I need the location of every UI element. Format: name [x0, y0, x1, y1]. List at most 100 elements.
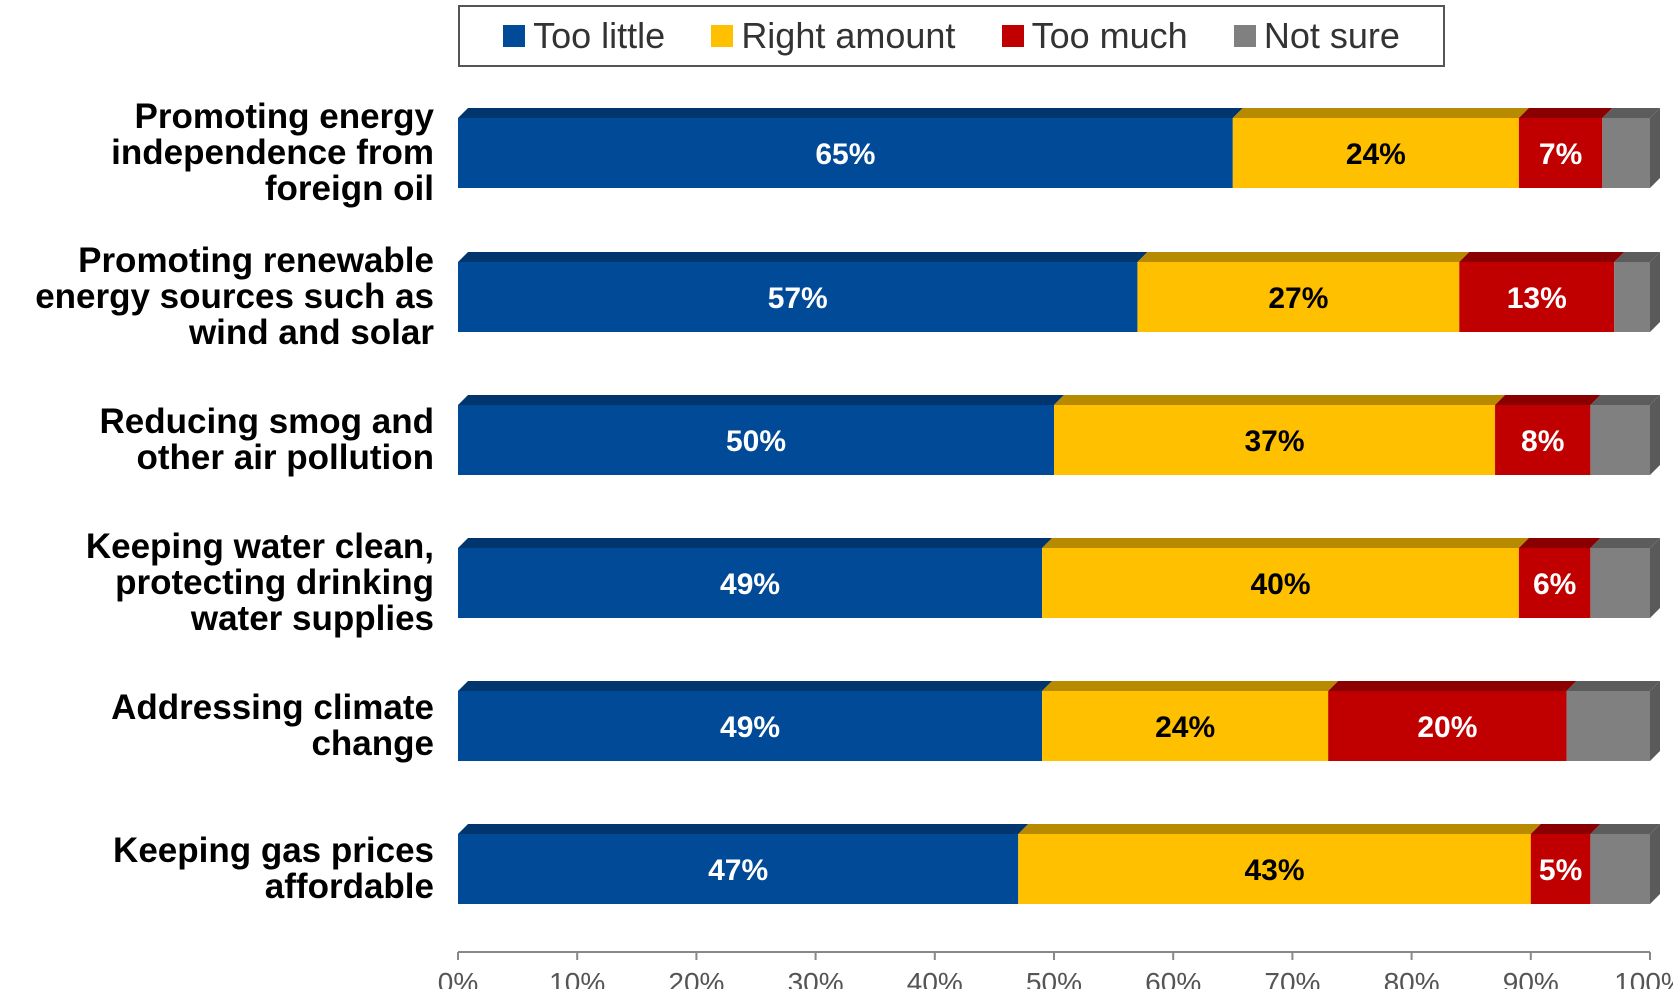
data-label: 24%	[1346, 138, 1406, 171]
data-label: 49%	[720, 568, 780, 601]
bar-side	[1650, 252, 1660, 332]
bar-segment-top	[1328, 681, 1577, 691]
bar-segment-top	[458, 538, 1053, 548]
bar-segment	[458, 691, 1043, 761]
bar-segment	[1590, 548, 1650, 618]
legend-swatch	[711, 25, 734, 47]
bar-segment	[1042, 548, 1519, 618]
bar-segment-top	[1614, 252, 1660, 262]
data-label: 24%	[1155, 711, 1215, 744]
bar-segment	[1518, 118, 1603, 188]
legend-item: Too much	[1001, 15, 1188, 57]
legend: Too little Right amount Too much Not sure	[458, 5, 1445, 67]
data-label: 47%	[708, 854, 768, 887]
bar-segment-top	[458, 681, 1053, 691]
x-tick-label: 50%	[1026, 967, 1082, 989]
bar-segment	[1232, 118, 1519, 188]
data-label: 27%	[1268, 282, 1328, 315]
data-label: 5%	[1539, 854, 1582, 887]
x-tick-label: 80%	[1384, 967, 1440, 989]
bar-segment-top	[1590, 395, 1660, 405]
data-label: 40%	[1250, 568, 1310, 601]
legend-swatch	[1233, 25, 1256, 47]
bar-segment	[1042, 691, 1329, 761]
bar-segment	[458, 262, 1138, 332]
bar-segment	[1530, 834, 1591, 904]
bar-segment	[1495, 405, 1591, 475]
x-tick-label: 90%	[1503, 967, 1559, 989]
bar-side	[1650, 108, 1660, 188]
bar-segment	[1614, 262, 1650, 332]
bar-segment	[1328, 691, 1567, 761]
bar-segment	[458, 405, 1054, 475]
bar-segment	[1566, 691, 1650, 761]
data-label: 6%	[1533, 568, 1576, 601]
legend-label: Too little	[533, 15, 666, 56]
bar-segment-top	[1518, 108, 1613, 118]
legend-swatch	[503, 25, 526, 47]
legend-label: Too much	[1031, 15, 1188, 56]
bar-segment-top	[458, 108, 1243, 118]
data-label: 37%	[1244, 425, 1304, 458]
category-label: Reducing smog and other air pollution	[99, 402, 434, 477]
legend-swatch	[1001, 25, 1024, 47]
bar-segment	[1602, 118, 1650, 188]
bar-segment-top	[1042, 681, 1339, 691]
data-label: 13%	[1507, 282, 1567, 315]
x-tick-label: 60%	[1145, 967, 1201, 989]
category-label: Keeping gas prices affordable	[113, 831, 434, 906]
data-label: 8%	[1521, 425, 1564, 458]
data-label: 7%	[1539, 138, 1582, 171]
bar-segment-top	[1042, 538, 1529, 548]
bar-segment	[458, 548, 1043, 618]
x-tick-label: 20%	[668, 967, 724, 989]
bar-segment	[1054, 405, 1496, 475]
x-tick-label: 40%	[907, 967, 963, 989]
data-label: 50%	[726, 425, 786, 458]
bar-segment	[1518, 548, 1591, 618]
bar-segment	[458, 834, 1019, 904]
x-tick-label: 70%	[1264, 967, 1320, 989]
bar-segment-top	[1590, 538, 1660, 548]
x-tick-label: 10%	[549, 967, 605, 989]
bar-segment	[458, 118, 1233, 188]
bar-segment	[1018, 834, 1531, 904]
x-tick-label: 100%	[1614, 967, 1673, 989]
category-label: Promoting renewable energy sources such …	[35, 241, 434, 352]
bar-segment-top	[1459, 252, 1625, 262]
bar-segment-top	[458, 252, 1148, 262]
bar-side	[1650, 681, 1660, 761]
data-label: 65%	[815, 138, 875, 171]
legend-item: Not sure	[1233, 15, 1400, 57]
category-label: Promoting energy independence from forei…	[111, 97, 434, 208]
data-label: 57%	[768, 282, 828, 315]
bar-segment	[1459, 262, 1615, 332]
legend-label: Right amount	[741, 15, 956, 56]
bar-segment-top	[1018, 824, 1541, 834]
x-tick-label: 0%	[438, 967, 478, 989]
bar-segment-top	[1495, 395, 1601, 405]
bar-segment-top	[1530, 824, 1601, 834]
bar-segment-top	[1137, 252, 1470, 262]
bar-side	[1650, 824, 1660, 904]
bar-segment-top	[1054, 395, 1506, 405]
bar-side	[1650, 538, 1660, 618]
bar-segment-top	[1590, 824, 1660, 834]
data-label: 49%	[720, 711, 780, 744]
bar-segment	[1590, 834, 1650, 904]
bar-segment	[1590, 405, 1650, 475]
data-label: 43%	[1244, 854, 1304, 887]
bar-side	[1650, 395, 1660, 475]
legend-item: Too little	[503, 15, 665, 57]
bar-segment	[1137, 262, 1460, 332]
bar-segment-top	[1232, 108, 1529, 118]
x-tick-label: 30%	[788, 967, 844, 989]
category-label: Addressing climate change	[111, 688, 434, 763]
bar-segment-top	[1518, 538, 1601, 548]
bar-segment-top	[458, 395, 1064, 405]
legend-label: Not sure	[1263, 15, 1400, 56]
legend-item: Right amount	[711, 15, 955, 57]
bar-segment-top	[1566, 681, 1660, 691]
